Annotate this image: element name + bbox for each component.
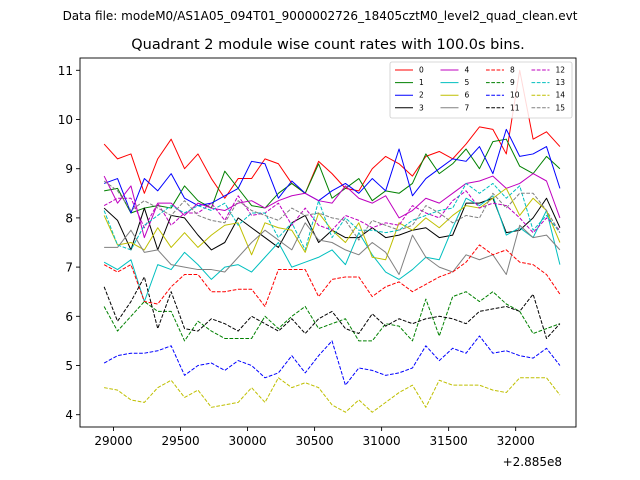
x-tick-label-29000: 29000 [94,434,132,448]
series-lines [103,69,561,413]
axes: 29000 29500 30000 30500 31000 31500 32000 4 5 6 7 8… [58,57,577,448]
x-tick-label-30500: 30500 [296,434,334,448]
y-tick-label-4: 4 [65,408,73,422]
series-line-13 [103,182,561,251]
legend-label-7: 7 [465,103,470,112]
series-line-7 [104,222,561,275]
legend-label-5: 5 [465,78,470,87]
series-line-0 [103,69,561,199]
legend-label-13: 13 [556,78,566,87]
legend-label-3: 3 [419,103,424,112]
series-line-10 [103,335,561,386]
series-line-14 [104,377,561,413]
y-tick-label-6: 6 [65,310,73,324]
figure-suptitle: Data file: modeM0/AS1A05_094T01_90000027… [63,9,578,23]
y-tick-label-7: 7 [65,261,73,275]
series-line-15 [103,180,561,241]
series-line-4 [103,173,561,239]
x-tick-label-30000: 30000 [228,434,266,448]
legend-label-14: 14 [556,91,566,100]
y-tick-label-11: 11 [58,64,73,78]
legend-label-12: 12 [556,66,566,75]
y-tick-label-10: 10 [58,113,73,127]
legend-label-15: 15 [556,103,566,112]
y-tick-label-8: 8 [65,211,73,225]
series-line-1 [104,138,561,214]
legend-label-11: 11 [510,103,520,112]
legend-label-10: 10 [510,91,520,100]
legend-box [389,61,573,119]
legend-label-2: 2 [419,91,424,100]
legend-label-4: 4 [465,66,470,75]
legend-label-8: 8 [510,66,515,75]
series-line-12 [103,190,561,234]
legend-label-0: 0 [419,66,424,75]
y-tick-label-9: 9 [65,162,73,176]
x-tick-label-32000: 32000 [497,434,535,448]
legend-label-6: 6 [465,91,470,100]
legend-label-1: 1 [419,78,424,87]
series-line-11 [103,276,561,339]
series-line-8 [103,244,561,307]
series-line-2 [103,128,561,214]
axes-frame [79,57,577,428]
y-tick-label-5: 5 [65,359,73,373]
x-tick-label-31500: 31500 [430,434,468,448]
x-tick-label-31000: 31000 [363,434,401,448]
x-tick-label-29500: 29500 [161,434,199,448]
x-axis-offset-label: +2.885e8 [503,455,562,469]
series-line-5 [103,195,561,303]
series-line-9 [103,291,561,342]
chart-title: Quadrant 2 module wise count rates with … [131,37,525,53]
legend-label-9: 9 [510,78,515,87]
plot-area [103,69,561,413]
